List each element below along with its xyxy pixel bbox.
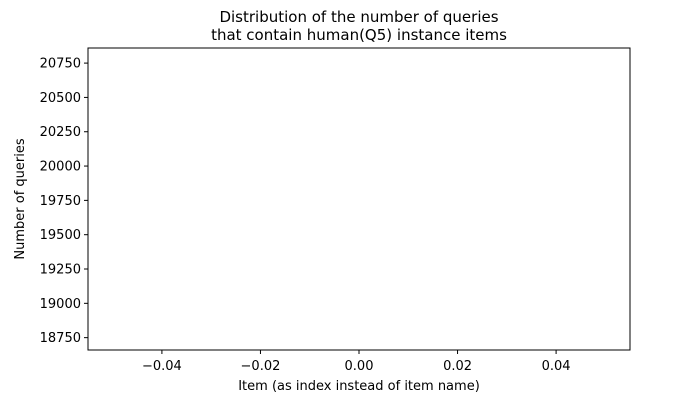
y-tick-label: 20250 (40, 125, 81, 140)
y-tick-label: 19000 (40, 297, 81, 312)
chart-title: Distribution of the number of queries th… (211, 8, 507, 44)
y-tick-label: 20500 (40, 91, 81, 106)
y-tick-label: 19750 (40, 194, 81, 209)
y-tick-label: 19500 (40, 228, 81, 243)
y-tick-label: 20000 (40, 160, 81, 175)
chart-title-line-2: that contain human(Q5) instance items (211, 26, 507, 44)
x-axis-ticks: −0.04 −0.02 0.00 0.02 0.04 (142, 350, 571, 374)
chart-title-line-1: Distribution of the number of queries (219, 8, 498, 26)
y-axis-ticks: 18750 19000 19250 19500 19750 20000 20250 20500… (40, 57, 88, 346)
y-tick-label: 18750 (40, 331, 81, 346)
y-axis-label: Number of queries (13, 138, 28, 259)
y-tick-label: 20750 (40, 57, 81, 72)
x-tick-label: 0.04 (542, 359, 571, 374)
y-tick-label: 19250 (40, 263, 81, 278)
x-tick-label: 0.00 (345, 359, 374, 374)
plot-area (87, 47, 631, 351)
x-axis-label: Item (as index instead of item name) (238, 379, 480, 394)
x-tick-label: −0.04 (142, 359, 182, 374)
x-tick-label: −0.02 (241, 359, 281, 374)
x-tick-label: 0.02 (443, 359, 472, 374)
